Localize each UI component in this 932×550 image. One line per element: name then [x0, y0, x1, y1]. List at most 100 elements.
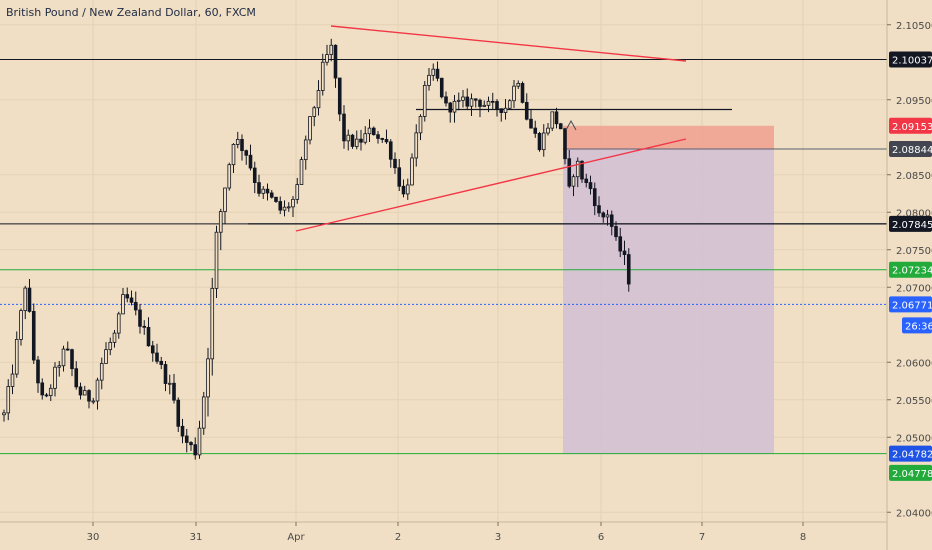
lower-trendline — [295, 138, 687, 232]
chart-title: British Pound / New Zealand Dollar, 60, … — [6, 6, 256, 19]
candle-body — [155, 352, 159, 362]
candle-body — [490, 100, 495, 103]
candle-body — [414, 132, 419, 159]
price-label: 2.08844 — [889, 140, 932, 157]
candle-body — [342, 113, 346, 142]
candle-body — [274, 196, 278, 202]
candle-body — [605, 214, 610, 218]
candle-body — [350, 134, 355, 147]
time-tick-label: 30 — [87, 532, 100, 543]
candle-body — [235, 139, 240, 145]
price-tick-label: 2.07500 — [896, 246, 932, 257]
candle-body — [512, 85, 516, 102]
candle-body — [133, 301, 138, 311]
candle-body — [312, 107, 317, 117]
candle-body — [584, 178, 589, 183]
candle-body — [299, 159, 304, 185]
candle-body — [116, 313, 121, 334]
time-tick-label: 6 — [598, 532, 604, 543]
candle-body — [184, 435, 189, 443]
price-label-bg — [889, 215, 932, 232]
candle-body — [473, 98, 478, 101]
candle-body — [201, 396, 206, 429]
price-label: 2.10037 — [889, 51, 932, 68]
candle-body — [371, 127, 376, 136]
time-tick-label: 8 — [800, 532, 806, 543]
candle-body — [291, 198, 295, 208]
price-label-bg — [889, 117, 932, 134]
price-tick-label: 2.08000 — [896, 208, 932, 219]
candle-body — [380, 138, 385, 140]
price-tick-label: 2.08500 — [896, 171, 932, 182]
candle-body — [609, 214, 614, 227]
candle-body — [150, 345, 155, 354]
price-label-text: 2.07845 — [892, 220, 932, 231]
price-tick-label: 2.04000 — [896, 508, 932, 519]
candle-body — [36, 359, 40, 384]
time-tick-label: 7 — [699, 532, 705, 543]
candle-body — [265, 188, 270, 194]
candle-body — [503, 107, 508, 113]
candle-body — [329, 44, 334, 55]
candle-body — [282, 206, 287, 211]
candle-body — [325, 54, 329, 63]
candle-body — [456, 99, 461, 102]
candle-body — [308, 116, 312, 141]
price-label-bg — [889, 296, 932, 313]
price-label: 2.04782 — [889, 445, 932, 462]
candle-body — [469, 98, 474, 107]
candle-body — [70, 349, 74, 370]
price-tick-label: 2.10500 — [896, 21, 932, 32]
candle-body — [516, 83, 521, 87]
candle-body — [410, 157, 414, 186]
candle-body — [257, 182, 261, 194]
countdown-text: 26:36 — [905, 321, 932, 332]
price-label: 2.07234 — [889, 261, 932, 278]
candle-body — [486, 100, 491, 106]
candle-body — [554, 111, 559, 125]
candle-body — [316, 90, 321, 109]
entry-marker-icon — [565, 119, 577, 131]
candle-body — [427, 74, 431, 86]
candle-body — [269, 192, 274, 198]
candle-body — [99, 363, 104, 381]
price-label-bg — [889, 51, 932, 68]
candle-body — [588, 182, 593, 190]
time-tick-label: Apr — [287, 532, 305, 543]
candle-body — [278, 201, 283, 211]
candle-body — [431, 68, 436, 76]
price-label-bg — [889, 445, 932, 462]
candle-body — [461, 96, 465, 101]
candle-body — [541, 132, 546, 151]
candle-body — [240, 139, 244, 152]
candle-body — [363, 133, 368, 143]
candle-body — [303, 139, 308, 161]
candle-body — [163, 364, 168, 384]
candle-body — [214, 231, 219, 289]
candle-body — [210, 287, 215, 360]
candle-body — [14, 339, 19, 375]
candle-body — [206, 358, 210, 398]
price-label-text: 2.08844 — [892, 145, 932, 156]
candle-body — [546, 127, 550, 134]
candle-body — [2, 412, 6, 416]
price-label: 2.09153 — [889, 117, 932, 134]
candle-body — [218, 211, 223, 233]
countdown-bg — [902, 317, 932, 334]
candle-body — [533, 127, 538, 134]
price-label-text: 2.09153 — [892, 122, 932, 133]
price-label: 2.06771 — [889, 296, 932, 313]
candle-body — [167, 382, 172, 385]
candle-body — [337, 77, 342, 115]
candle-body — [524, 101, 529, 120]
candle-body — [388, 141, 393, 160]
price-tick-label: 2.09500 — [896, 96, 932, 107]
candle-body — [23, 287, 28, 311]
candle-body — [91, 400, 96, 403]
candle-body — [580, 160, 584, 180]
grid — [0, 0, 887, 522]
candle-body — [622, 250, 627, 255]
candle-body — [261, 188, 266, 194]
